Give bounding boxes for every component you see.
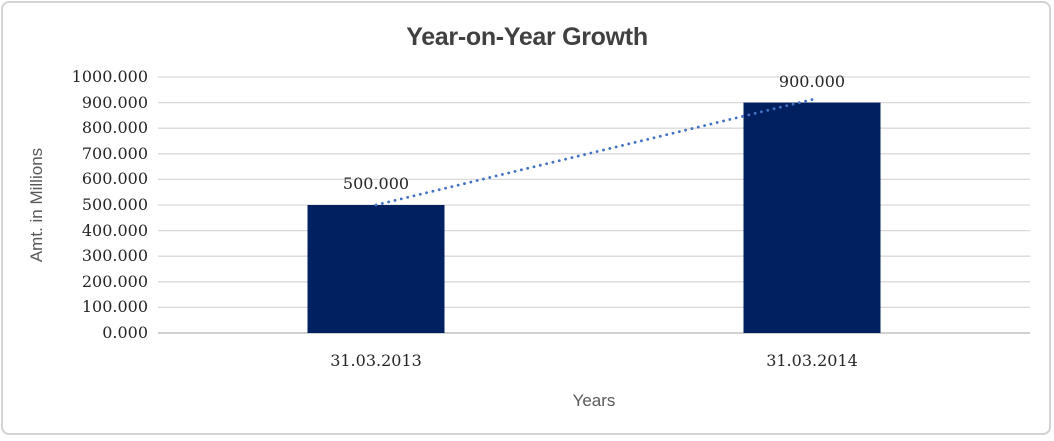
- bar-31.03.2013: [307, 205, 445, 333]
- y-tick-label-400.000: 400.000: [81, 220, 148, 240]
- y-tick-label-900.000: 900.000: [81, 92, 148, 112]
- y-tick-label-0.000: 0.000: [102, 323, 148, 342]
- data-label-500.000: 500.000: [342, 174, 410, 193]
- y-tick-label-800.000: 800.000: [81, 118, 148, 138]
- bar-31.03.2014: [743, 102, 881, 333]
- chart-title: Year-on-Year Growth: [406, 23, 648, 51]
- y-tick-label-300.000: 300.000: [81, 246, 148, 266]
- category-label-31.03.2014: 31.03.2014: [766, 351, 858, 370]
- category-label-31.03.2013: 31.03.2013: [330, 351, 422, 370]
- y-tick-label-700.000: 700.000: [81, 143, 148, 163]
- y-tick-label-200.000: 200.000: [81, 271, 148, 291]
- y-tick-label-1000.000: 1000.000: [71, 67, 148, 86]
- y-tick-label-500.000: 500.000: [81, 195, 148, 214]
- y-tick-label-100.000: 100.000: [81, 297, 148, 317]
- x-axis-title: Years: [572, 391, 616, 410]
- y-tick-label-600.000: 600.000: [81, 169, 148, 189]
- data-label-900.000: 900.000: [778, 71, 846, 91]
